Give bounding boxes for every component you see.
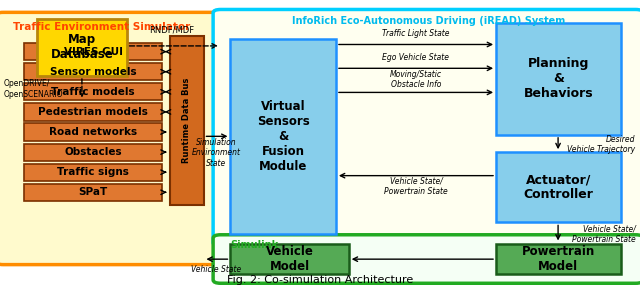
Text: Sensor models: Sensor models [50,67,136,77]
Text: Desired
Vehicle Trajectory: Desired Vehicle Trajectory [568,135,636,154]
Bar [24,63,162,80]
Text: Pedestrian models: Pedestrian models [38,107,148,117]
Bar [24,184,162,201]
Text: Runtime Data Bus: Runtime Data Bus [182,78,191,163]
Bar [496,152,621,222]
Text: SPaT: SPaT [79,187,108,197]
Text: Moving/Static
Obstacle Info: Moving/Static Obstacle Info [390,70,442,90]
Text: Simulink: Simulink [230,241,278,250]
Text: Map
Database: Map Database [51,33,113,61]
Text: Traffic Environment Simulator: Traffic Environment Simulator [13,22,190,32]
Bar [37,19,127,76]
Text: OpenDRIVE/
OpenSCENARIO: OpenDRIVE/ OpenSCENARIO [3,79,63,99]
Text: Simulation
Environment
State: Simulation Environment State [192,138,241,168]
Text: Virtual
Sensors
&
Fusion
Module: Virtual Sensors & Fusion Module [257,100,310,173]
Text: InfoRich Eco-Autonomous Driving (iREAD) System: InfoRich Eco-Autonomous Driving (iREAD) … [292,16,564,26]
Text: Road networks: Road networks [49,127,137,137]
FancyBboxPatch shape [213,235,640,283]
Bar [230,39,336,234]
Text: Traffic Light State: Traffic Light State [382,29,450,38]
Bar [24,83,162,100]
Text: Vehicle State/
Powertrain State: Vehicle State/ Powertrain State [572,224,636,244]
FancyBboxPatch shape [213,9,640,246]
Text: VIRES GUI: VIRES GUI [63,47,123,57]
Bar [230,244,349,274]
Text: Planning
&
Behaviors: Planning & Behaviors [524,57,593,100]
Text: Ego Vehicle State: Ego Vehicle State [383,53,449,63]
Text: Fig. 2: Co-simulation Architecture: Fig. 2: Co-simulation Architecture [227,275,413,285]
Bar [24,164,162,181]
FancyBboxPatch shape [0,12,238,265]
Text: Traffic signs: Traffic signs [57,167,129,177]
Text: Powertrain
Model: Powertrain Model [522,245,595,273]
Bar [496,23,621,135]
Text: Traffic models: Traffic models [51,87,135,97]
Text: Vehicle State/
Powertrain State: Vehicle State/ Powertrain State [384,176,448,196]
Bar [24,123,162,141]
Bar [24,103,162,121]
Bar [24,144,162,161]
Text: Actuator/
Controller: Actuator/ Controller [524,173,593,201]
Bar [170,36,204,205]
Bar [24,43,162,60]
Text: Vehicle
Model: Vehicle Model [266,245,314,273]
Text: Vehicle State: Vehicle State [191,265,241,274]
Text: Obstacles: Obstacles [64,147,122,157]
Text: RNDF/MDF: RNDF/MDF [149,26,194,35]
Bar [496,244,621,274]
